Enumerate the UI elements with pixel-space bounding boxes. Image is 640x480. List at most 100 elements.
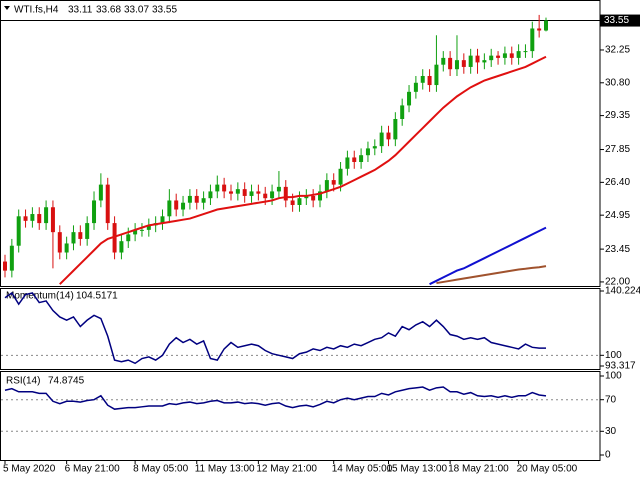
last-high: 33.68	[96, 5, 121, 16]
panel-frame	[0, 0, 601, 287]
y-tick-label: 32.25	[605, 45, 630, 56]
x-tick-label: 6 May 21:00	[65, 464, 120, 475]
candle-body	[379, 132, 384, 147]
candle-body	[263, 193, 268, 199]
indicator-line	[4, 291, 547, 365]
y-tick-label: 23.45	[605, 244, 630, 255]
candle-body	[413, 82, 418, 92]
candle-body	[400, 105, 405, 119]
candle-body	[441, 57, 446, 65]
panel-frame	[0, 288, 601, 370]
candle-body	[256, 191, 261, 194]
candle-body	[283, 186, 288, 201]
x-tick-label: 20 May 05:00	[517, 464, 578, 475]
candle-body	[9, 245, 14, 271]
candle-body	[420, 75, 425, 83]
x-tick-label: 11 May 13:00	[195, 464, 255, 475]
y-tick-label: 140.2248	[605, 286, 640, 297]
rsi-last: 74.8745	[48, 376, 85, 387]
symbol-title: WTI.fs,H4	[14, 5, 59, 16]
candle-body	[249, 191, 254, 196]
candle-body	[434, 64, 439, 86]
candle-body	[297, 198, 302, 205]
candle-body	[119, 241, 124, 253]
candle-body	[407, 91, 412, 106]
candle-body	[187, 195, 192, 203]
candle-body	[23, 216, 28, 221]
candle-body	[516, 51, 521, 58]
candle-body	[304, 195, 309, 199]
last-open: 33.11	[68, 5, 93, 16]
candle-body	[37, 214, 42, 224]
momentum-last: 104.5171	[76, 291, 118, 302]
candle-body	[126, 234, 131, 242]
candle-body	[468, 55, 473, 67]
candle-body	[509, 53, 514, 58]
candle-body	[174, 200, 179, 210]
candle-body	[331, 180, 336, 185]
y-tick-label: 70	[605, 394, 617, 405]
candle-body	[276, 186, 281, 192]
candle-body	[365, 148, 370, 156]
candle-body	[105, 184, 110, 224]
y-tick-label: 30	[605, 426, 617, 437]
candle-body	[352, 157, 357, 162]
x-tick-label: 15 May 13:00	[386, 464, 447, 475]
candle-body	[71, 232, 76, 244]
candle-body	[386, 132, 391, 140]
y-tick-label: 24.95	[605, 210, 630, 221]
candle-body	[489, 55, 494, 61]
candle-body	[359, 155, 364, 162]
candle-body	[44, 207, 49, 224]
candle-body	[3, 261, 7, 271]
candle-body	[92, 200, 97, 224]
candle-body	[133, 229, 138, 235]
candle-body	[270, 191, 275, 199]
candle-body	[167, 200, 172, 217]
rsi-title: RSI(14)	[6, 376, 40, 387]
momentum-title: Momentum(14)	[6, 291, 74, 302]
candle-body	[544, 20, 548, 31]
y-tick-label: 27.85	[605, 144, 630, 155]
candle-body	[537, 28, 542, 31]
y-tick-label: 26.40	[605, 177, 630, 188]
y-tick-label: 29.35	[605, 110, 630, 121]
panel-frame	[0, 371, 601, 461]
candle-body	[448, 57, 453, 70]
candle-body	[482, 60, 487, 63]
candle-body	[228, 191, 233, 194]
current-price-label: 33.55	[604, 15, 629, 26]
candle-body	[98, 184, 103, 201]
candle-body	[146, 225, 151, 230]
y-tick-label: 0	[605, 450, 611, 461]
candle-body	[215, 184, 220, 192]
candle-body	[311, 195, 316, 201]
candle-body	[318, 191, 323, 201]
candle-body	[461, 60, 466, 67]
candle-body	[208, 191, 213, 199]
candle-body	[496, 55, 501, 58]
candle-body	[139, 229, 144, 231]
y-tick-label: 100	[605, 350, 622, 361]
collapse-icon[interactable]	[4, 6, 10, 10]
candle-body	[112, 223, 117, 253]
y-tick-label: 93.317	[605, 361, 636, 372]
candle-body	[78, 232, 83, 239]
indicator-line	[436, 265, 547, 285]
x-tick-label: 8 May 05:00	[133, 464, 188, 475]
price-label-bg	[600, 14, 640, 27]
candle-body	[201, 198, 206, 203]
indicator-line	[59, 55, 547, 285]
x-tick-label: 5 May 2020	[3, 464, 56, 475]
y-tick-label: 100	[605, 371, 622, 382]
candle-body	[85, 223, 90, 239]
candle-body	[222, 184, 227, 192]
x-tick-label: 14 May 05:00	[332, 464, 393, 475]
candle-body	[475, 55, 480, 63]
indicator-line	[4, 386, 547, 410]
candle-body	[16, 216, 21, 246]
candle-body	[194, 195, 199, 203]
candle-body	[454, 60, 459, 70]
candle-body	[242, 189, 247, 196]
